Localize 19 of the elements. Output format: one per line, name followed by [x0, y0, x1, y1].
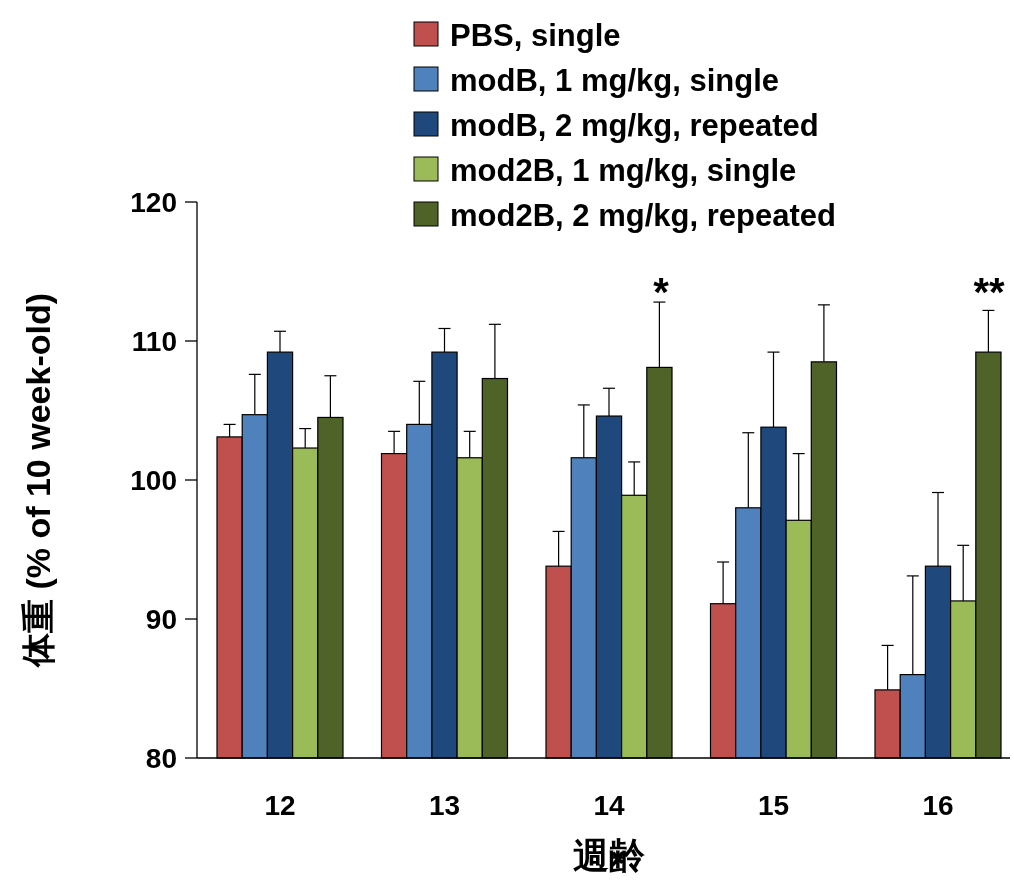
x-tick-label: 12	[264, 790, 296, 821]
y-tick-label: 100	[130, 465, 177, 496]
y-tick-label: 120	[130, 187, 177, 218]
y-tick-label: 80	[145, 743, 177, 774]
annotation: **	[973, 270, 1005, 314]
y-axis-title: 体重 (% of 10 week-old)	[19, 292, 57, 669]
legend-label: mod2B, 2 mg/kg, repeated	[450, 198, 836, 233]
x-tick-label: 13	[428, 790, 461, 821]
y-tick-label: 90	[145, 604, 177, 635]
x-tick-label: 15	[757, 790, 790, 821]
x-axis-title: 週齢	[573, 835, 645, 876]
legend-label: PBS, single	[450, 18, 621, 53]
annotation: *	[653, 270, 670, 314]
legend-label: mod2B, 1 mg/kg, single	[450, 153, 797, 188]
legend-label: modB, 2 mg/kg, repeated	[450, 108, 819, 143]
x-tick-label: 16	[922, 790, 954, 821]
y-tick-label: 110	[131, 326, 177, 357]
legend-label: modB, 1 mg/kg, single	[450, 63, 779, 98]
x-tick-label: 14	[593, 790, 625, 821]
